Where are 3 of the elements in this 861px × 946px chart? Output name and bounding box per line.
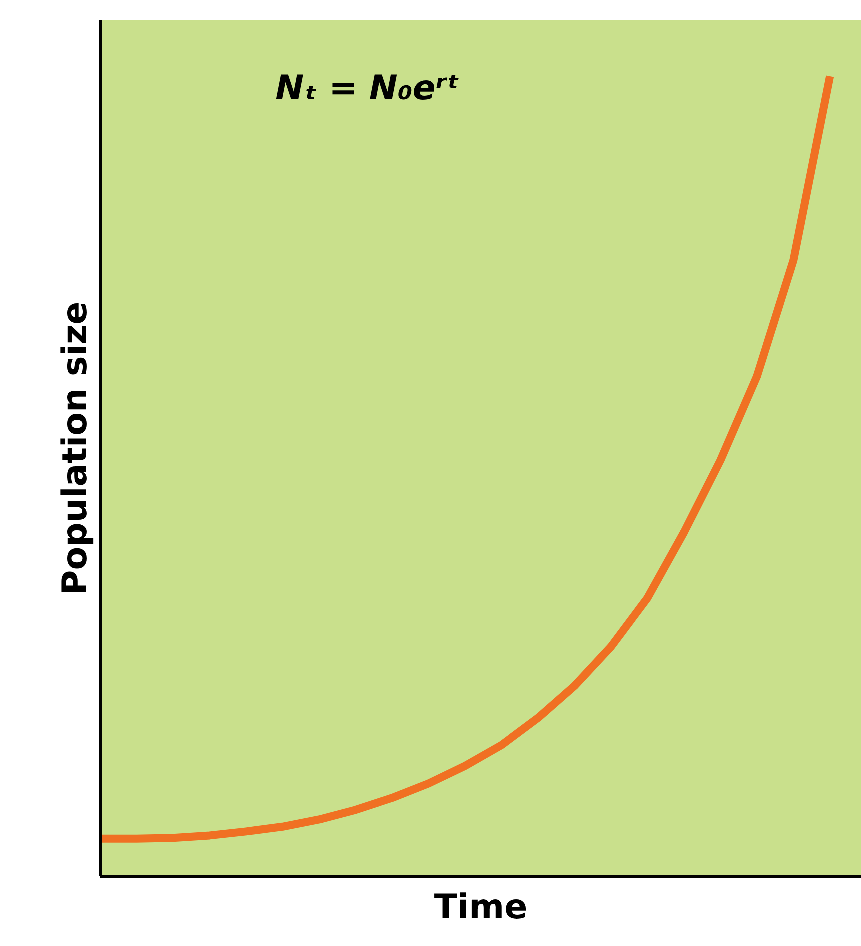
annotation: Nₜ = N₀eʳᵗ	[276, 68, 460, 108]
x-axis-title: Time	[434, 888, 528, 928]
y-axis-title: Population size	[56, 302, 96, 596]
